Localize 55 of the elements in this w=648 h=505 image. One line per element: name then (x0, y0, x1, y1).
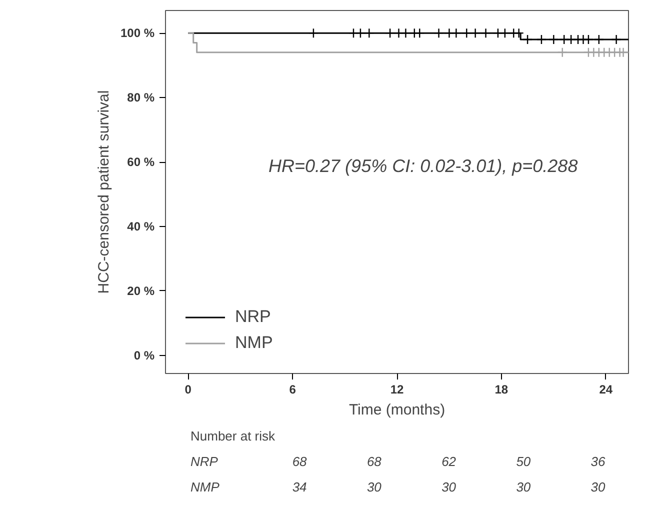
point (451, 28, 462, 38)
text: 30 (590, 479, 606, 494)
point (394, 28, 404, 38)
text: 68 (292, 454, 308, 469)
point (566, 34, 576, 45)
x-axis-title: Time (months) (348, 402, 446, 418)
point (400, 28, 411, 38)
x-tick-label: 0 (184, 382, 192, 396)
point (480, 28, 491, 38)
y-tick-label: 100 % (120, 26, 155, 40)
y-tick-label: 40 % (127, 219, 155, 234)
x-tick-label: 24 (599, 382, 613, 396)
point (470, 28, 480, 38)
point (444, 28, 454, 38)
y-tick-label: 0 % (134, 348, 155, 362)
point (414, 28, 425, 38)
point (364, 28, 374, 38)
point (557, 47, 568, 58)
point (548, 34, 559, 45)
point (434, 28, 444, 38)
point (492, 28, 504, 38)
text: 36 (590, 454, 606, 469)
point (594, 34, 604, 45)
text: 30 (366, 479, 382, 494)
legend-label: NMP (235, 333, 273, 353)
point (355, 28, 366, 38)
point (536, 34, 547, 45)
y-axis-title: HCC-censored patient survival (95, 90, 112, 294)
point (308, 28, 319, 38)
point (583, 34, 594, 45)
annotation: HR=0.27 (95% CI: 0.02-3.01), p=0.288 (268, 156, 578, 176)
text: NRP (190, 454, 218, 469)
text: 50 (516, 454, 532, 469)
y-tick-label: 20 % (127, 284, 155, 298)
text: 34 (292, 479, 307, 494)
point (522, 34, 533, 45)
text: 68 (366, 454, 382, 469)
text: 30 (442, 479, 457, 494)
x-tick-label: 18 (494, 382, 508, 396)
legend-label: NRP (235, 307, 271, 327)
point (462, 28, 472, 38)
point (384, 28, 396, 38)
point (500, 28, 510, 38)
y-tick-label: 60 % (127, 155, 155, 170)
y-tick-label: 80 % (127, 90, 155, 105)
point (514, 28, 524, 38)
text: NMP (190, 479, 220, 494)
text: 62 (442, 454, 457, 469)
point (348, 28, 359, 38)
x-tick-label: 12 (390, 382, 404, 396)
point (559, 34, 570, 45)
x-tick-label: 6 (289, 382, 296, 396)
text: 30 (516, 479, 532, 494)
text: Number at risk (190, 428, 276, 444)
point (611, 34, 622, 45)
